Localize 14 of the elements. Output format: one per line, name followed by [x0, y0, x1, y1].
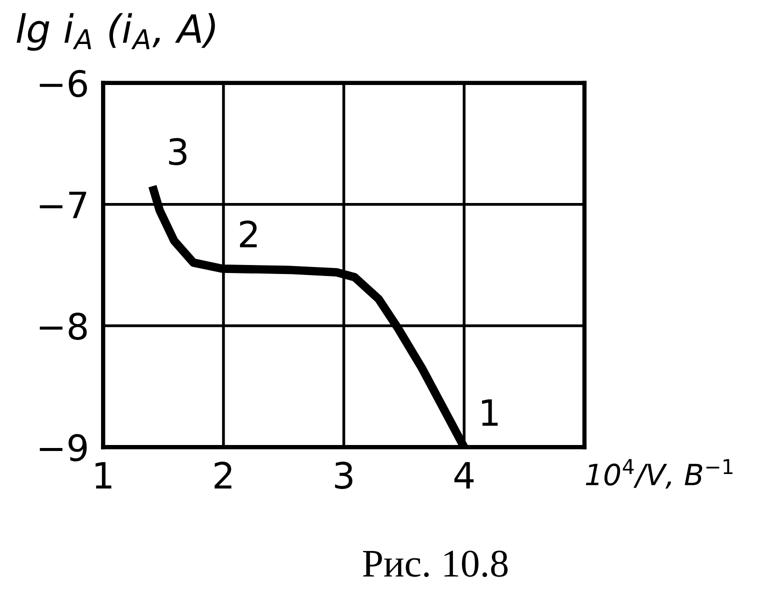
text: Рис. 10.8 [363, 550, 508, 578]
y-tick-label: −7 [40, 192, 86, 218]
annotation: 3 [169, 138, 186, 166]
annotation: 1 [482, 399, 498, 426]
x-tick-label: 1 [96, 462, 112, 488]
y-axis-title: lg i$_{A}$ (i$_{A}$, A) [16, 13, 215, 51]
y-tick-label: −8 [40, 312, 87, 340]
x-tick-label: 4 [454, 462, 474, 488]
y-tick-label: −9 [40, 434, 87, 462]
x-tick-label: 2 [214, 462, 232, 488]
x-tick-label: 3 [335, 462, 352, 489]
annotation: 2 [240, 220, 257, 248]
x-axis-title: 10$^{4}$/V, В$^{−1}$ [586, 459, 732, 489]
y-tick-label: −6 [40, 70, 87, 98]
